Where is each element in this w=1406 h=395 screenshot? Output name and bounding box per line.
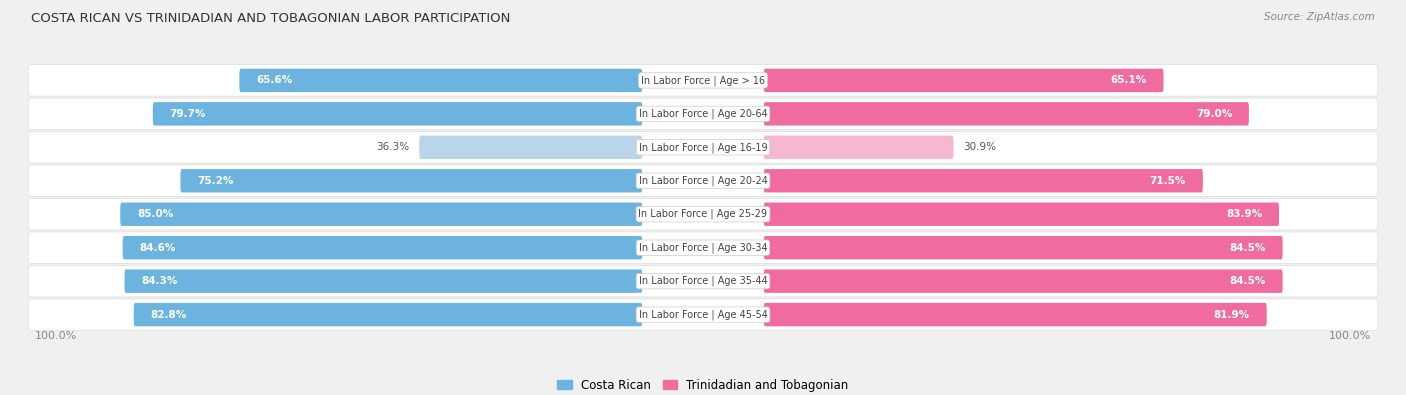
Legend: Costa Rican, Trinidadian and Tobagonian: Costa Rican, Trinidadian and Tobagonian — [553, 374, 853, 395]
FancyBboxPatch shape — [763, 203, 1279, 226]
Text: In Labor Force | Age 20-64: In Labor Force | Age 20-64 — [638, 109, 768, 119]
Text: In Labor Force | Age 25-29: In Labor Force | Age 25-29 — [638, 209, 768, 220]
Text: 81.9%: 81.9% — [1213, 310, 1250, 320]
FancyBboxPatch shape — [239, 69, 643, 92]
FancyBboxPatch shape — [28, 199, 1378, 230]
FancyBboxPatch shape — [28, 98, 1378, 130]
Text: 100.0%: 100.0% — [1329, 331, 1371, 341]
Text: 30.9%: 30.9% — [963, 142, 997, 152]
Text: 82.8%: 82.8% — [150, 310, 187, 320]
Text: 84.3%: 84.3% — [142, 276, 177, 286]
Text: In Labor Force | Age 20-24: In Labor Force | Age 20-24 — [638, 175, 768, 186]
Text: 79.0%: 79.0% — [1195, 109, 1232, 119]
Text: In Labor Force | Age 45-54: In Labor Force | Age 45-54 — [638, 309, 768, 320]
FancyBboxPatch shape — [763, 169, 1204, 192]
Text: Source: ZipAtlas.com: Source: ZipAtlas.com — [1264, 12, 1375, 22]
FancyBboxPatch shape — [153, 102, 643, 126]
Text: In Labor Force | Age > 16: In Labor Force | Age > 16 — [641, 75, 765, 86]
FancyBboxPatch shape — [763, 135, 953, 159]
Text: 79.7%: 79.7% — [170, 109, 207, 119]
Text: In Labor Force | Age 16-19: In Labor Force | Age 16-19 — [638, 142, 768, 152]
Text: 84.6%: 84.6% — [139, 243, 176, 253]
Text: COSTA RICAN VS TRINIDADIAN AND TOBAGONIAN LABOR PARTICIPATION: COSTA RICAN VS TRINIDADIAN AND TOBAGONIA… — [31, 12, 510, 25]
FancyBboxPatch shape — [763, 303, 1267, 326]
Text: 100.0%: 100.0% — [35, 331, 77, 341]
Text: 85.0%: 85.0% — [138, 209, 173, 219]
Text: 65.1%: 65.1% — [1111, 75, 1147, 85]
FancyBboxPatch shape — [28, 299, 1378, 330]
FancyBboxPatch shape — [28, 165, 1378, 196]
FancyBboxPatch shape — [121, 203, 643, 226]
Text: 36.3%: 36.3% — [375, 142, 409, 152]
FancyBboxPatch shape — [28, 65, 1378, 96]
Text: 83.9%: 83.9% — [1226, 209, 1263, 219]
Text: 84.5%: 84.5% — [1229, 276, 1265, 286]
FancyBboxPatch shape — [125, 269, 643, 293]
Text: 75.2%: 75.2% — [197, 176, 233, 186]
FancyBboxPatch shape — [763, 102, 1249, 126]
FancyBboxPatch shape — [419, 135, 643, 159]
Text: 65.6%: 65.6% — [256, 75, 292, 85]
FancyBboxPatch shape — [28, 232, 1378, 263]
FancyBboxPatch shape — [763, 269, 1282, 293]
FancyBboxPatch shape — [28, 132, 1378, 163]
Text: In Labor Force | Age 35-44: In Labor Force | Age 35-44 — [638, 276, 768, 286]
FancyBboxPatch shape — [28, 265, 1378, 297]
FancyBboxPatch shape — [180, 169, 643, 192]
FancyBboxPatch shape — [122, 236, 643, 260]
FancyBboxPatch shape — [763, 69, 1164, 92]
Text: In Labor Force | Age 30-34: In Labor Force | Age 30-34 — [638, 243, 768, 253]
Text: 71.5%: 71.5% — [1150, 176, 1187, 186]
Text: 84.5%: 84.5% — [1229, 243, 1265, 253]
FancyBboxPatch shape — [763, 236, 1282, 260]
FancyBboxPatch shape — [134, 303, 643, 326]
